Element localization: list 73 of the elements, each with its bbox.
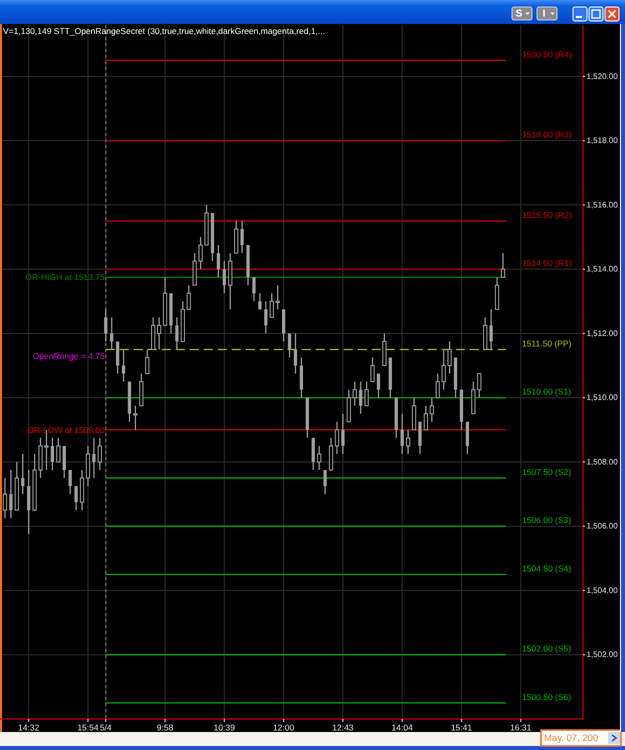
- ref-line-label: 1500.50 (S6): [522, 692, 572, 702]
- candlestick: [489, 308, 493, 350]
- y-tick-label: 1,514.00: [586, 264, 618, 274]
- dropdown-button: I: [536, 6, 558, 20]
- candlestick: [56, 437, 60, 463]
- candlestick: [145, 348, 150, 374]
- candlestick: [74, 485, 78, 511]
- candlestick: [500, 252, 506, 278]
- y-tick-label: 1,516.00: [586, 200, 618, 210]
- candlestick: [400, 413, 404, 455]
- candlestick: [323, 469, 327, 495]
- candlestick: [216, 244, 220, 278]
- ref-line-label: 1502.00 (S5): [522, 644, 572, 654]
- candlestick: [370, 356, 375, 382]
- candlestick: [288, 332, 292, 358]
- annotation: OR-LOW at 1509.00: [27, 424, 106, 435]
- candlestick: [68, 469, 72, 495]
- candlestick: [240, 220, 244, 254]
- ref-line-label: 1510.00 (S1): [522, 386, 572, 397]
- x-tick-label: 16:31: [510, 722, 532, 732]
- ref-line-label: 1511.50 (PP): [522, 338, 572, 349]
- annotation: OpenRange = 4.75: [32, 350, 106, 361]
- x-tick-label: 14:04: [392, 722, 414, 732]
- candlestick: [359, 381, 362, 414]
- x-tick-label: 15:41: [450, 722, 472, 732]
- candlestick: [9, 469, 13, 519]
- ref-line-label: 1520.50 (R4): [522, 49, 572, 60]
- x-tick-label: 5/4: [100, 722, 112, 732]
- y-tick-label: 1,520.00: [586, 72, 618, 81]
- candlestick: [252, 276, 256, 302]
- x-tick-label: 9:58: [156, 722, 174, 732]
- ref-line-label: 1506.00 (S3): [522, 515, 572, 526]
- chart-subtitle: V=1,130,149 STT_OpenRangeSecret (30,true,true,white,darkGreen,magenta,red,1,...: [3, 26, 326, 36]
- candlestick: [406, 429, 410, 455]
- candlestick: [133, 405, 138, 430]
- candlestick: [110, 316, 114, 350]
- candlestick: [122, 348, 126, 382]
- y-tick-label: 1,510.00: [586, 393, 618, 402]
- ref-line-label: 1518.00 (R3): [522, 130, 572, 140]
- x-tick-label: 12:00: [272, 722, 295, 732]
- x-tick-label: 12:43: [332, 722, 354, 732]
- x-tick-label: 10:39: [214, 722, 236, 732]
- y-tick-label: 1,508.00: [586, 457, 618, 466]
- x-tick-label: 14:32: [18, 722, 40, 732]
- candlestick: [104, 308, 108, 342]
- candlestick: [334, 421, 340, 455]
- y-tick-label: 1,502.00: [586, 650, 618, 660]
- candlestick: [294, 332, 298, 374]
- x-tick-label: 15:54: [77, 722, 99, 732]
- candlestick: [98, 437, 102, 471]
- candlestick: [175, 316, 179, 350]
- candlestick: [222, 260, 226, 294]
- ref-line-label: 1507.50 (S2): [522, 467, 572, 478]
- candlestick: [21, 453, 24, 495]
- candlestick: [92, 437, 96, 479]
- dropdown-button: S: [512, 6, 532, 20]
- y-tick-label: 1,518.00: [586, 136, 618, 146]
- annotation: OR-HIGH at 1513.75: [25, 272, 106, 282]
- candlestick: [2, 477, 8, 519]
- ref-line-label: 1514.00 (R1): [522, 258, 572, 268]
- date-field: May. 07, 200: [540, 729, 622, 747]
- y-tick-label: 1,504.00: [586, 586, 618, 595]
- candlestick: [376, 373, 380, 398]
- y-tick-label: 1,506.00: [586, 522, 618, 531]
- ref-line-label: 1504.50 (S4): [522, 563, 572, 574]
- candlestick: [258, 292, 262, 310]
- candlestick: [364, 381, 369, 406]
- candlestick: [341, 413, 345, 455]
- candlestick: [264, 300, 268, 334]
- candlestick: [50, 437, 54, 471]
- candlestick: [317, 445, 322, 471]
- ref-line-label: 1515.50 (R2): [522, 210, 572, 220]
- y-tick-label: 1,512.00: [586, 328, 618, 338]
